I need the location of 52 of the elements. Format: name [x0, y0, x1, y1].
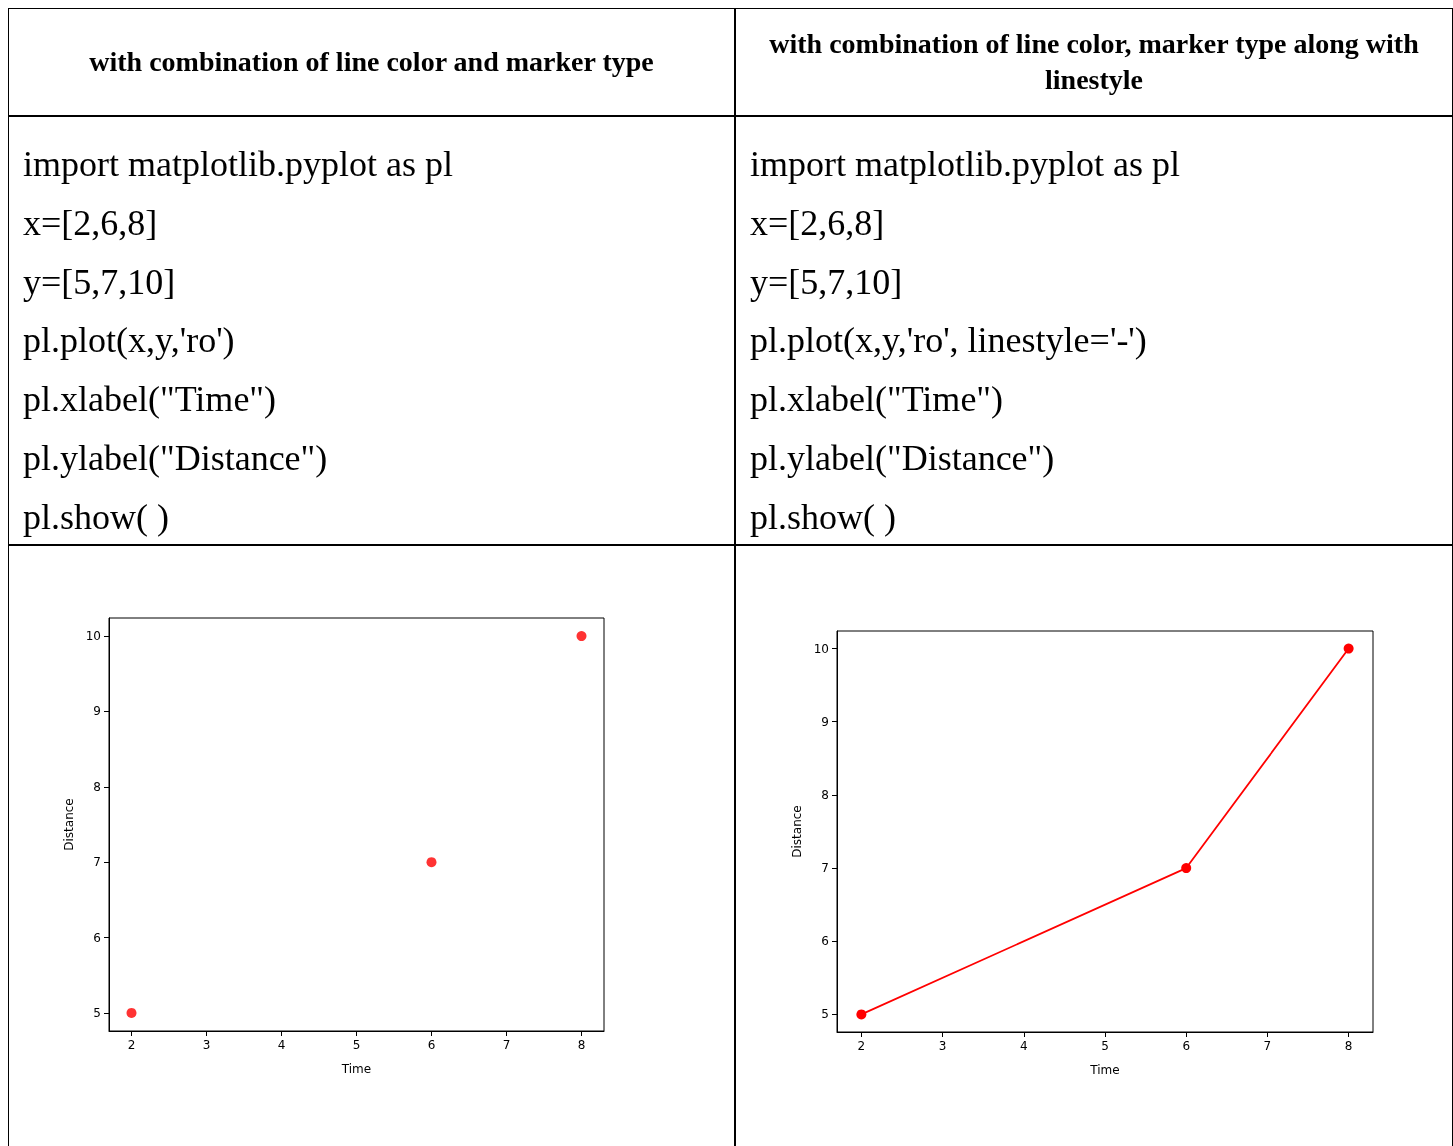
- y-tick-label: 7: [93, 855, 101, 870]
- text: with combination of line color and marker type: [8, 8, 735, 116]
- x-tick-label: 6: [1182, 1039, 1191, 1053]
- point: [856, 1009, 867, 1020]
- point: [576, 631, 587, 642]
- x-tick-label: 4: [1019, 1039, 1028, 1053]
- x-tick-label: 5: [352, 1038, 361, 1052]
- x-tick-label: 3: [938, 1039, 947, 1053]
- x-tick-label: 2: [857, 1039, 866, 1053]
- point: [126, 1007, 137, 1018]
- y-tick-label: 6: [93, 930, 101, 945]
- x-tick-label: 4: [277, 1038, 286, 1052]
- x-tick-label: 7: [502, 1038, 511, 1052]
- x-tick-label: 7: [1263, 1039, 1272, 1053]
- text: import matplotlib.pyplot as pl: [750, 144, 1180, 184]
- x-tick-label: 2: [127, 1038, 136, 1052]
- text: pl.xlabel("Time"): [23, 379, 277, 420]
- y-axis-title: Distance: [61, 798, 76, 851]
- y-tick-label: 8: [93, 779, 101, 794]
- y-tick-label: 5: [821, 1007, 829, 1022]
- point: [426, 857, 437, 868]
- text: x=[2,6,8]: [750, 202, 885, 243]
- text: pl.show( ): [23, 496, 169, 537]
- text: pl.show( ): [750, 496, 896, 537]
- x-axis-title: Time: [1089, 1063, 1120, 1077]
- point: [1343, 643, 1354, 654]
- y-tick-label: 8: [821, 787, 829, 802]
- y-tick-label: 6: [821, 934, 829, 949]
- y-tick-label: 5: [93, 1005, 101, 1020]
- text: y=[5,7,10]: [23, 261, 176, 302]
- text: y=[5,7,10]: [750, 261, 903, 302]
- text: pl.ylabel("Distance"): [750, 437, 1055, 478]
- x-tick-label: 5: [1101, 1039, 1109, 1053]
- text: with combination of line color, marker type along with linestyle: [735, 8, 1453, 116]
- text: import matplotlib.pyplot as pl: [23, 144, 453, 184]
- y-tick-label: 10: [85, 629, 101, 644]
- text: pl.ylabel("Distance"): [23, 437, 328, 478]
- x-tick-label: 6: [427, 1038, 436, 1052]
- point: [1181, 863, 1192, 874]
- y-tick-label: 7: [821, 861, 829, 876]
- x-tick-label: 3: [202, 1038, 211, 1052]
- y-tick-label: 9: [93, 704, 101, 719]
- x-tick-label: 8: [577, 1038, 586, 1052]
- y-tick-label: 10: [813, 641, 829, 656]
- y-axis-title: Distance: [789, 805, 804, 858]
- y-tick-label: 9: [821, 714, 829, 729]
- text: pl.plot(x,y,'ro'): [23, 320, 235, 361]
- text: x=[2,6,8]: [23, 202, 158, 243]
- x-axis-title: Time: [340, 1062, 372, 1076]
- text: pl.plot(x,y,'ro', linestyle='-'): [750, 320, 1147, 361]
- x-tick-label: 8: [1344, 1039, 1353, 1053]
- text: pl.xlabel("Time"): [750, 379, 1004, 420]
